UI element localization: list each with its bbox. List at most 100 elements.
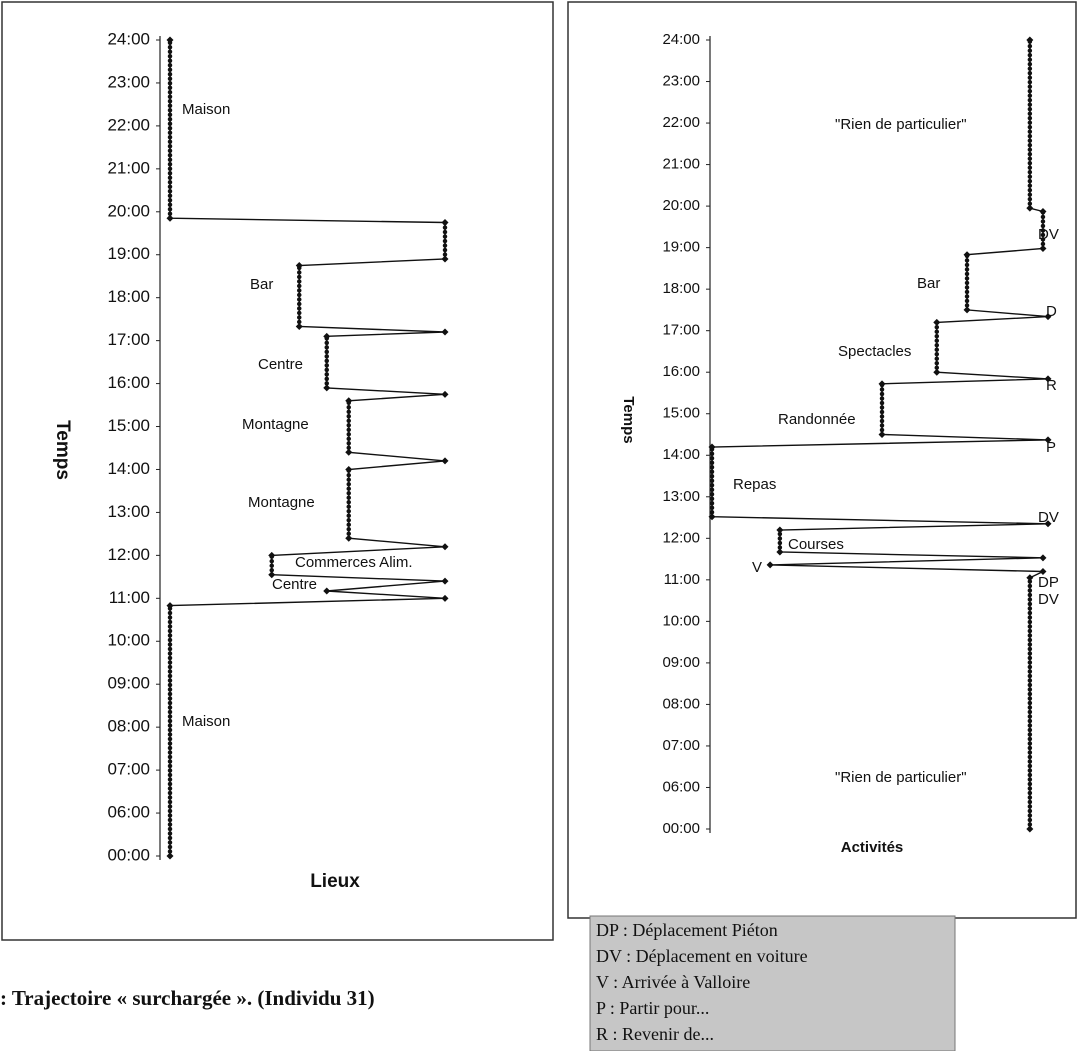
vertex-marker — [441, 594, 449, 602]
y-tick-label: 13:00 — [107, 502, 150, 521]
vertex-marker — [776, 548, 784, 556]
annotation: Maison — [182, 713, 230, 730]
vertex-marker — [268, 571, 276, 579]
annotation: Montagne — [248, 494, 315, 511]
y-tick-label: 24:00 — [107, 29, 150, 48]
legend-box — [589, 915, 956, 1051]
y-tick-label: 14:00 — [107, 459, 150, 478]
y-axis-title: Temps — [620, 396, 637, 443]
y-tick-label: 11:00 — [664, 571, 700, 588]
annotation: DV — [1038, 509, 1059, 526]
vertex-marker — [441, 543, 449, 551]
vertex-marker — [766, 561, 774, 569]
trajectory-line — [169, 40, 446, 856]
vertex-marker — [441, 255, 449, 263]
y-tick-label: 07:00 — [107, 760, 150, 779]
annotation: Montagne — [242, 416, 309, 433]
vertex-marker — [323, 384, 331, 392]
legend-entry: V : Arrivée à Valloire — [596, 972, 750, 992]
vertex-marker — [323, 587, 331, 595]
run-dots — [709, 37, 1046, 832]
annotation: "Rien de particulier" — [835, 769, 967, 786]
y-axis-title: Temps — [52, 420, 73, 480]
caption: : Trajectoire « surchargée ». (Individu … — [0, 986, 375, 1010]
y-tick-label: 14:00 — [662, 446, 700, 463]
vertex-marker — [1039, 208, 1047, 216]
right-frame — [567, 1, 1077, 919]
vertex-marker — [441, 390, 449, 398]
annotation: "Rien de particulier" — [835, 116, 967, 133]
y-tick-label: 20:00 — [107, 201, 150, 220]
vertex-marker — [268, 551, 276, 559]
annotation: D — [1046, 303, 1057, 320]
vertex-marker — [345, 534, 353, 542]
y-tick-label: 21:00 — [662, 156, 700, 173]
y-tick-label: 07:00 — [662, 737, 700, 754]
vertex-marker — [441, 328, 449, 336]
y-tick-label: 09:00 — [662, 654, 700, 671]
y-tick-label: 06:00 — [107, 803, 150, 822]
annotation: V — [752, 559, 762, 576]
x-axis-title: Lieux — [310, 871, 360, 892]
vertex-marker — [1044, 313, 1052, 321]
annotation: DP — [1038, 574, 1059, 591]
vertex-marker — [708, 513, 716, 521]
y-tick-label: 10:00 — [662, 612, 700, 629]
annotation: DV — [1038, 591, 1059, 608]
vertex-marker — [441, 457, 449, 465]
y-tick-label: 08:00 — [662, 695, 700, 712]
vertex-marker — [1026, 574, 1034, 582]
vertex-marker — [1039, 568, 1047, 576]
y-tick-label: 15:00 — [107, 416, 150, 435]
vertex-marker — [166, 214, 174, 222]
y-tick-label: 00:00 — [662, 820, 700, 837]
vertex-marker — [933, 368, 941, 376]
run-dots — [167, 37, 448, 859]
vertex-marker — [878, 380, 886, 388]
annotation: Bar — [917, 275, 940, 292]
annotation: R — [1046, 377, 1057, 394]
annotation: Courses — [788, 536, 844, 553]
vertex-marker — [166, 852, 174, 860]
vertex-marker — [933, 318, 941, 326]
y-tick-label: 22:00 — [662, 114, 700, 131]
vertex-marker — [441, 577, 449, 585]
vertex-marker — [166, 36, 174, 44]
vertex-marker — [295, 322, 303, 330]
vertex-marker — [1044, 375, 1052, 383]
y-tick-label: 18:00 — [662, 280, 700, 297]
y-tick-label: 15:00 — [662, 405, 700, 422]
y-tick-label: 11:00 — [109, 588, 150, 607]
y-tick-label: 12:00 — [107, 545, 150, 564]
y-tick-label: 18:00 — [107, 287, 150, 306]
vertex-marker — [295, 261, 303, 269]
legend-entry: P : Partir pour... — [596, 998, 709, 1018]
y-tick-label: 16:00 — [107, 373, 150, 392]
legend-entry: DV : Déplacement en voiture — [596, 946, 808, 966]
vertex-marker — [963, 251, 971, 259]
vertex-marker — [708, 443, 716, 451]
y-tick-label: 13:00 — [662, 488, 700, 505]
vertex-marker — [1026, 825, 1034, 833]
y-tick-label: 24:00 — [662, 31, 700, 48]
y-tick-label: 08:00 — [107, 717, 150, 736]
vertex-marker — [1039, 554, 1047, 562]
left-frame — [1, 1, 554, 941]
vertex-marker — [878, 431, 886, 438]
y-tick-label: 17:00 — [662, 322, 700, 339]
y-tick-label: 12:00 — [662, 529, 700, 546]
annotation: Randonnée — [778, 411, 856, 428]
annotation: Commerces Alim. — [295, 554, 413, 571]
y-tick-label: 10:00 — [107, 631, 150, 650]
annotation: Centre — [272, 576, 317, 593]
vertex-marker — [1026, 204, 1034, 212]
y-tick-label: 19:00 — [662, 239, 700, 256]
vertex-marker — [963, 306, 971, 314]
y-tick-label: 22:00 — [107, 115, 150, 134]
annotation: Bar — [250, 276, 273, 293]
y-tick-label: 21:00 — [107, 158, 150, 177]
x-axis-title: Activités — [841, 839, 904, 856]
annotation: DV — [1038, 226, 1059, 243]
vertex-marker — [1026, 36, 1034, 44]
